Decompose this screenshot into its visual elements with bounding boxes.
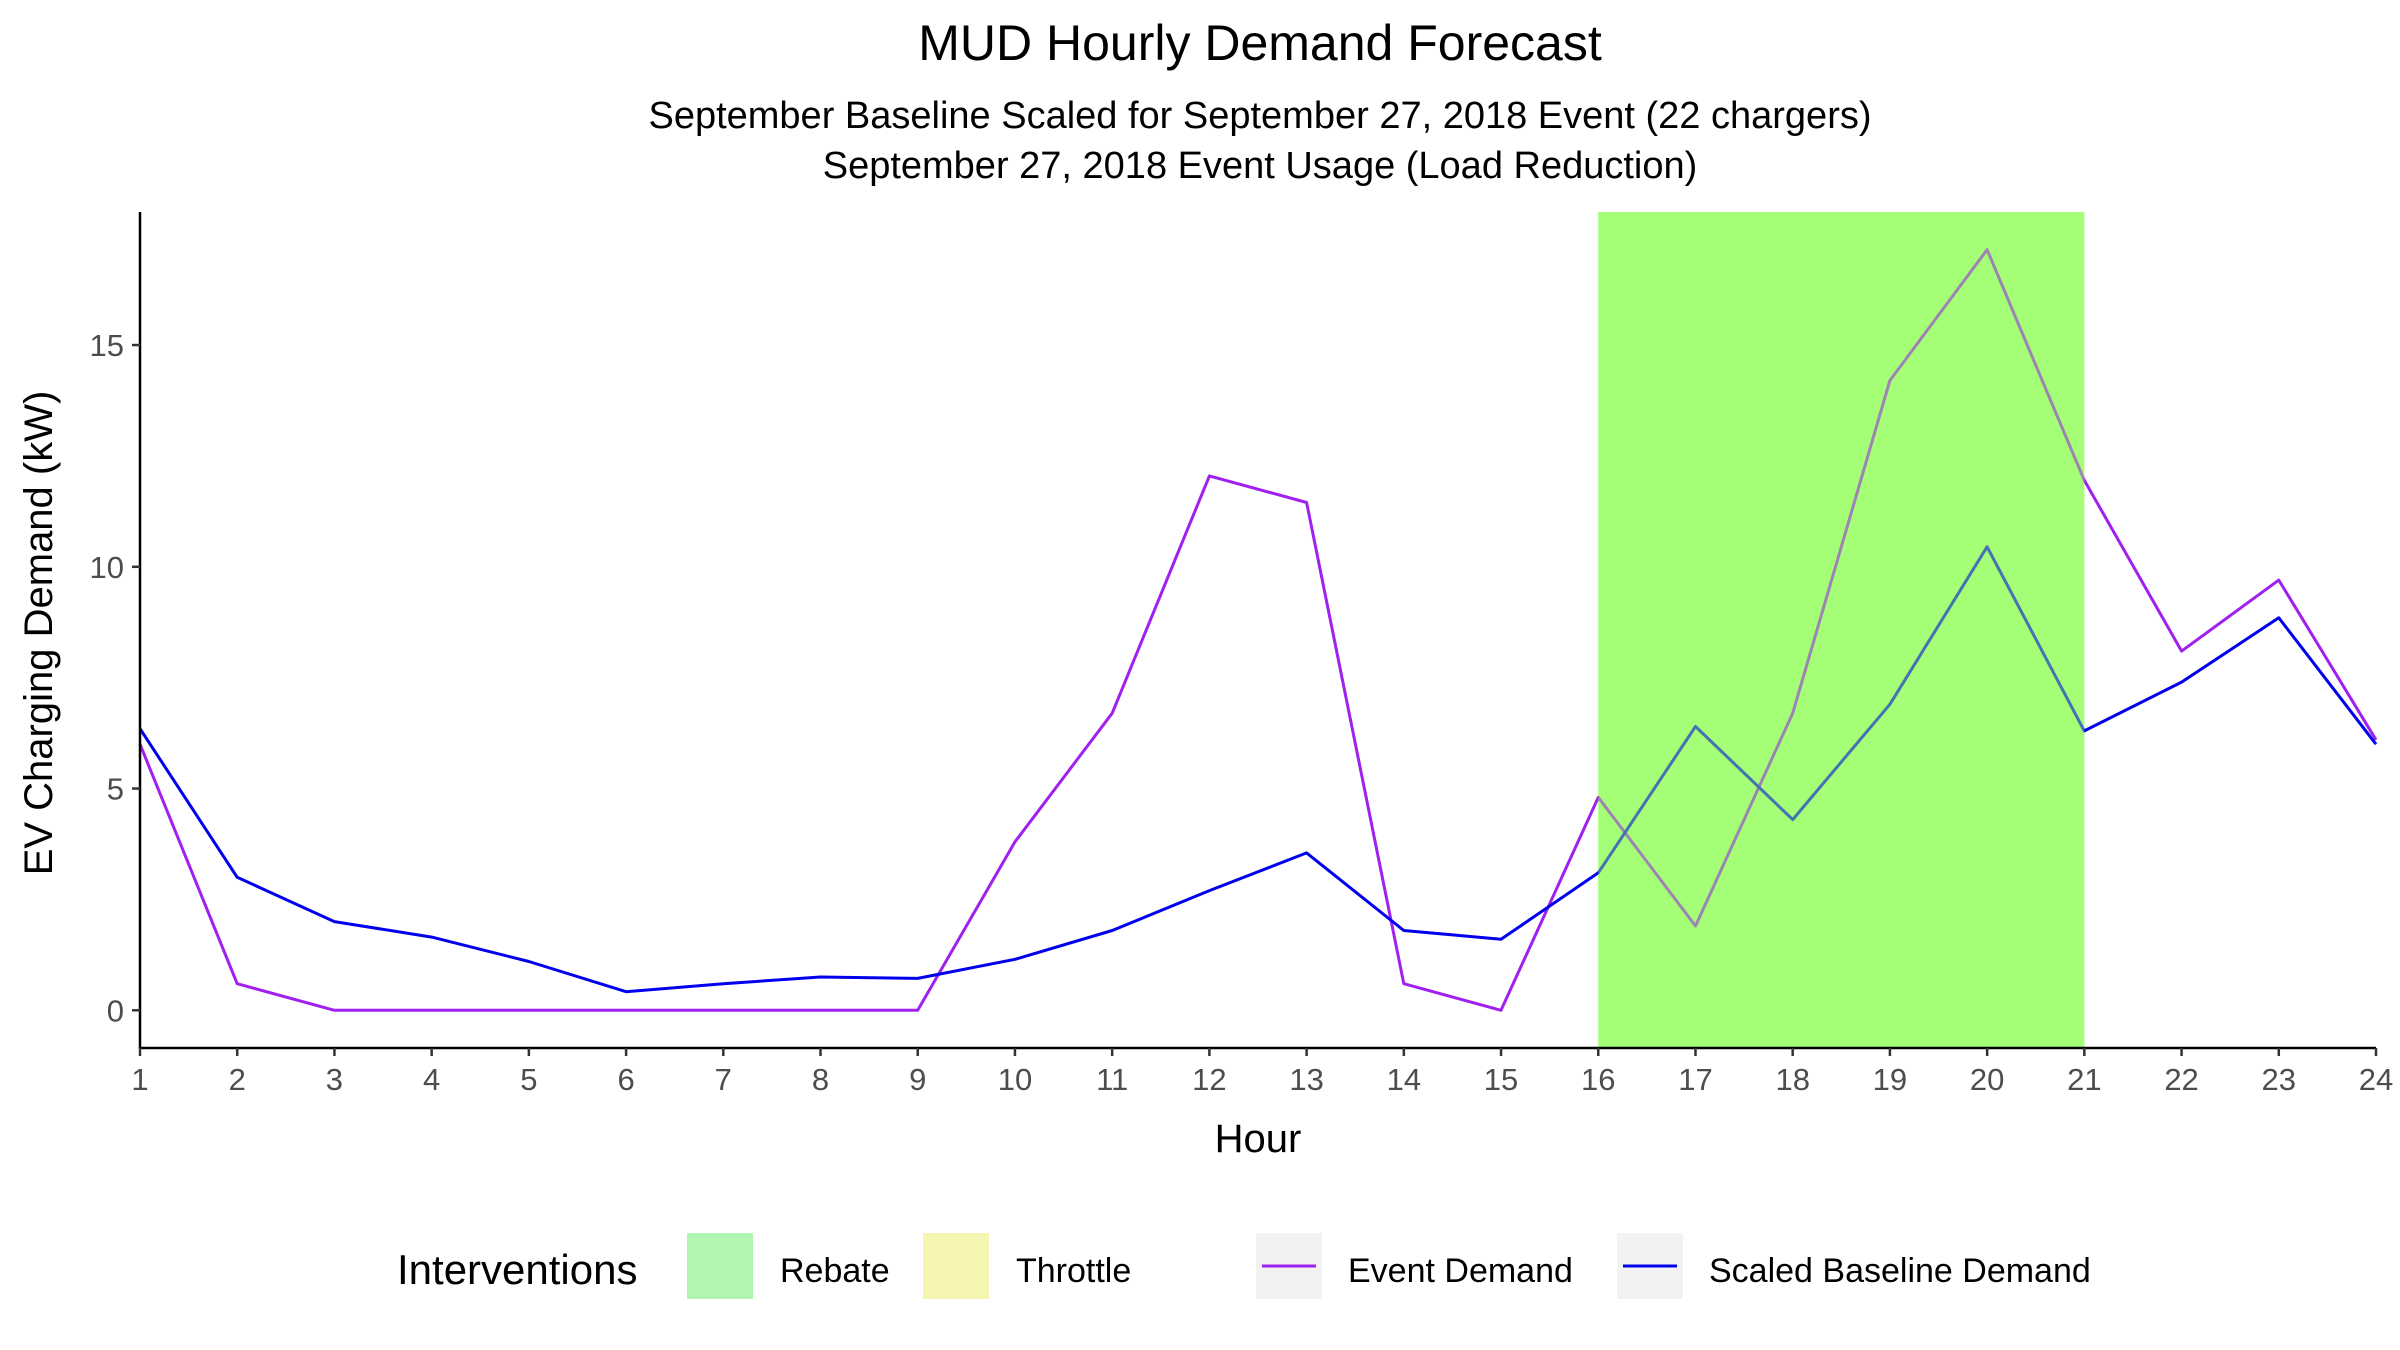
- legend-key-rebate: [687, 1233, 753, 1299]
- chart-subtitle-line-1: September Baseline Scaled for September …: [648, 95, 1871, 137]
- chart-title: MUD Hourly Demand Forecast: [918, 15, 1602, 71]
- x-tick-label: 11: [1096, 1062, 1128, 1097]
- legend-label-rebate: Rebate: [780, 1252, 890, 1290]
- legend-label-throttle: Throttle: [1016, 1252, 1131, 1290]
- y-tick-label: 0: [107, 993, 124, 1028]
- y-axis-title: EV Charging Demand (kW): [17, 391, 61, 876]
- x-tick-label: 16: [1581, 1062, 1615, 1097]
- legend-label-event-demand: Event Demand: [1348, 1252, 1573, 1290]
- x-tick-label: 9: [909, 1062, 926, 1097]
- x-tick-label: 19: [1873, 1062, 1907, 1097]
- x-tick-label: 7: [715, 1062, 732, 1097]
- x-tick-label: 13: [1289, 1062, 1323, 1097]
- x-tick-label: 5: [520, 1062, 537, 1097]
- legend: Interventions Rebate Throttle Event Dema…: [397, 1233, 2091, 1299]
- x-tick-label: 15: [1484, 1062, 1518, 1097]
- legend-title: Interventions: [397, 1246, 637, 1293]
- x-tick-label: 18: [1775, 1062, 1809, 1097]
- y-tick-label: 5: [107, 772, 124, 807]
- x-tick-label: 23: [2262, 1062, 2296, 1097]
- x-tick-label: 12: [1192, 1062, 1226, 1097]
- series-lines: [138, 212, 2378, 1048]
- x-tick-label: 1: [131, 1062, 148, 1097]
- x-tick-label: 22: [2164, 1062, 2198, 1097]
- x-tick-label: 2: [229, 1062, 246, 1097]
- legend-label-scaled-baseline: Scaled Baseline Demand: [1709, 1252, 2091, 1290]
- y-tick-label: 15: [90, 328, 124, 363]
- scaled-baseline-line: [138, 545, 2378, 994]
- chart-subtitle-line-2: September 27, 2018 Event Usage (Load Red…: [823, 145, 1698, 187]
- x-tick-label: 21: [2067, 1062, 2101, 1097]
- x-tick-label: 3: [326, 1062, 343, 1097]
- x-tick-label: 17: [1678, 1062, 1712, 1097]
- x-tick-label: 4: [423, 1062, 440, 1097]
- rebate-region-overlay: [1598, 212, 2085, 1048]
- y-tick-label: 10: [90, 550, 124, 585]
- legend-key-throttle: [923, 1233, 989, 1299]
- rebate-region: [1598, 212, 2085, 1048]
- x-tick-label: 10: [998, 1062, 1032, 1097]
- x-axis-title: Hour: [1215, 1117, 1302, 1161]
- x-tick-label: 6: [617, 1062, 634, 1097]
- x-tick-label: 8: [812, 1062, 829, 1097]
- intervention-regions: [1598, 212, 2085, 1048]
- event-demand-line: [138, 248, 2378, 1012]
- x-tick-label: 14: [1387, 1062, 1421, 1097]
- x-tick-label: 20: [1970, 1062, 2004, 1097]
- x-tick-label: 24: [2359, 1062, 2393, 1097]
